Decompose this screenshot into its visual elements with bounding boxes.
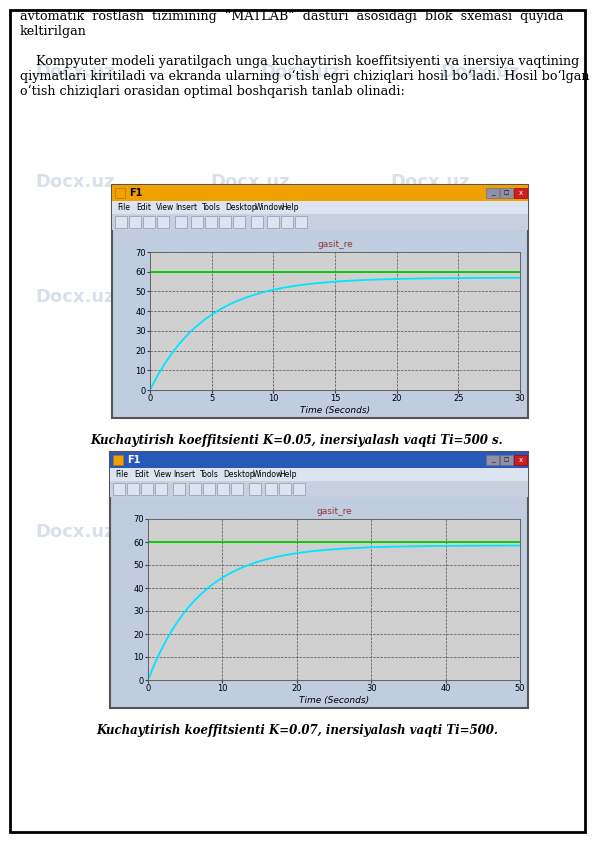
Text: □: □ (504, 457, 509, 462)
X-axis label: Time (Seconds): Time (Seconds) (299, 696, 369, 705)
Bar (217, 483, 229, 495)
Text: Kuchaytirish koeffitsienti K=0.05, inersiyalash vaqti Ti=500 s.: Kuchaytirish koeffitsienti K=0.05, iners… (90, 434, 503, 447)
Text: Docx.uz: Docx.uz (35, 523, 115, 541)
Bar (203, 483, 215, 495)
Bar (500, 188, 513, 198)
Bar (113, 455, 123, 465)
Bar (205, 216, 217, 228)
Bar (514, 455, 527, 465)
Bar (110, 468, 528, 481)
Bar (110, 452, 528, 708)
Bar (267, 216, 279, 228)
Text: x: x (518, 190, 522, 196)
Bar (173, 483, 185, 495)
Text: Docx.uz: Docx.uz (260, 63, 340, 81)
Text: Docx.uz: Docx.uz (35, 288, 115, 306)
X-axis label: Time (Seconds): Time (Seconds) (300, 406, 370, 415)
Bar (110, 481, 528, 497)
Bar (155, 483, 167, 495)
Text: Insert: Insert (173, 470, 195, 479)
Bar (500, 455, 513, 465)
Bar (110, 452, 528, 468)
Text: Edit: Edit (134, 470, 149, 479)
Bar (231, 483, 243, 495)
Bar (175, 216, 187, 228)
Bar (191, 216, 203, 228)
Bar (148, 519, 520, 680)
Text: Docx.uz: Docx.uz (390, 523, 470, 541)
Text: Help: Help (281, 203, 299, 212)
Text: avtomatik  rostlash  tizimining  “MATLAB”  dasturi  asosidagi  blok  sxemasi  qu: avtomatik rostlash tizimining “MATLAB” d… (20, 10, 563, 24)
Text: Window: Window (255, 203, 285, 212)
Bar (150, 252, 520, 390)
Bar (115, 188, 125, 198)
Text: □: □ (504, 190, 509, 195)
Text: Docx.uz: Docx.uz (35, 173, 115, 191)
Text: _: _ (491, 190, 494, 196)
Bar (279, 483, 291, 495)
Bar (486, 188, 499, 198)
Text: Desktop: Desktop (223, 470, 255, 479)
Text: _: _ (491, 457, 494, 463)
Bar (514, 188, 527, 198)
Bar (129, 216, 141, 228)
Text: Window: Window (253, 470, 283, 479)
Bar (293, 483, 305, 495)
Text: Edit: Edit (136, 203, 151, 212)
Bar (115, 216, 127, 228)
Bar (251, 216, 263, 228)
Text: x: x (518, 457, 522, 463)
Text: Docx.uz: Docx.uz (35, 63, 115, 81)
Bar (189, 483, 201, 495)
Bar (295, 216, 307, 228)
Text: Docx.uz: Docx.uz (390, 173, 470, 191)
Text: File: File (115, 470, 128, 479)
Text: Docx.uz: Docx.uz (390, 288, 470, 306)
Text: View: View (156, 203, 174, 212)
Text: keltirilgan: keltirilgan (20, 25, 87, 38)
Bar (249, 483, 261, 495)
Bar (157, 216, 169, 228)
Text: Help: Help (280, 470, 297, 479)
Text: File: File (117, 203, 130, 212)
Bar (127, 483, 139, 495)
Text: View: View (154, 470, 172, 479)
Text: o‘tish chiziqlari orasidan optimal boshqarish tanlab olinadi:: o‘tish chiziqlari orasidan optimal boshq… (20, 85, 405, 99)
Bar (143, 216, 155, 228)
Bar (486, 455, 499, 465)
Bar (281, 216, 293, 228)
Bar (112, 214, 528, 230)
Bar (112, 201, 528, 214)
Text: gasit_re: gasit_re (317, 240, 353, 249)
Bar (265, 483, 277, 495)
Text: Tools: Tools (202, 203, 221, 212)
Text: Docx.uz: Docx.uz (210, 173, 290, 191)
Text: Desktop: Desktop (225, 203, 256, 212)
Text: Insert: Insert (175, 203, 198, 212)
Bar (112, 185, 528, 418)
Text: qiymatlari kiritiladi va ekranda ularning o‘tish egri chiziqlari hosil bo‘ladi. : qiymatlari kiritiladi va ekranda ularnin… (20, 70, 590, 83)
Bar (219, 216, 231, 228)
Bar (113, 483, 125, 495)
Text: Tools: Tools (200, 470, 219, 479)
Text: Kompyuter modeli yaratilgach unga kuchaytirish koeffitsiyenti va inersiya vaqtin: Kompyuter modeli yaratilgach unga kuchay… (20, 55, 580, 68)
Bar (233, 216, 245, 228)
Text: F1: F1 (129, 188, 142, 198)
Text: gasit_re: gasit_re (316, 507, 352, 516)
Bar (112, 185, 528, 201)
Bar (141, 483, 153, 495)
Text: Docx.uz: Docx.uz (440, 63, 520, 81)
Text: Kuchaytirish koeffitsienti K=0.07, inersiyalash vaqti Ti=500.: Kuchaytirish koeffitsienti K=0.07, iners… (96, 724, 498, 737)
FancyBboxPatch shape (10, 10, 585, 832)
Text: F1: F1 (127, 455, 140, 465)
